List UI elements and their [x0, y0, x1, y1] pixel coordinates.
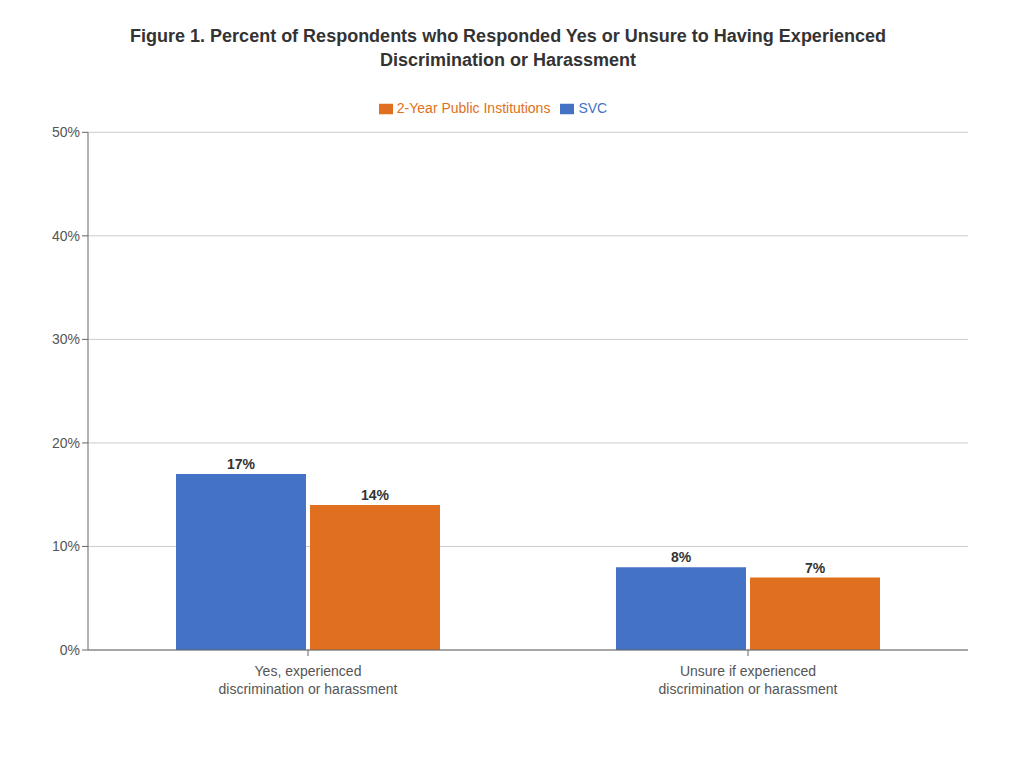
svg-text:Unsure if experienceddiscrimin: Unsure if experienceddiscrimination or h…	[659, 663, 838, 697]
html-text:SVC: SVC	[578, 100, 608, 116]
svg-text:0%: 0%	[60, 642, 80, 658]
html-text:Figure 1. Percent of Responden: Figure 1. Percent of Respondents who Res…	[130, 26, 886, 46]
html-text:2-Year Public Institutions: 2-Year Public Institutions	[396, 100, 551, 116]
svg-text:17%: 17%	[227, 456, 256, 472]
svg-text:40%: 40%	[52, 228, 80, 244]
html-text:Discrimination or Harassment: Discrimination or Harassment	[380, 50, 636, 70]
svg-text:Yes, experienceddiscrimination: Yes, experienceddiscrimination or harass…	[219, 663, 398, 697]
svg-text:50%: 50%	[52, 124, 80, 140]
svg-text:14%: 14%	[361, 487, 390, 503]
svg-text:8%: 8%	[671, 549, 692, 565]
svg-text:7%: 7%	[805, 560, 826, 576]
svg-text:10%: 10%	[52, 538, 80, 554]
svg-text:20%: 20%	[52, 435, 80, 451]
svg-text:30%: 30%	[52, 331, 80, 347]
